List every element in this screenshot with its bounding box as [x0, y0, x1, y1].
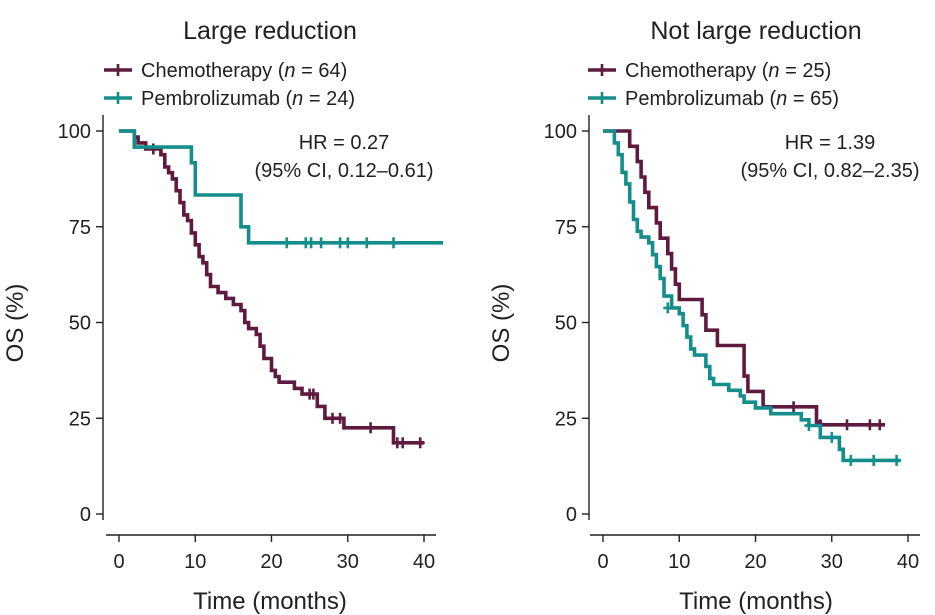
hazard-ratio-ci: (95% CI, 0.12–0.61)	[255, 160, 434, 182]
x-axis-label: Time (months)	[679, 588, 833, 615]
legend-item-pembrolizumab: Pembrolizumab (n = 24)	[104, 88, 355, 110]
censor-mark-chemotherapy	[364, 420, 377, 435]
hazard-ratio: HR = 1.39	[785, 132, 876, 154]
censor-mark-chemotherapy	[864, 417, 876, 432]
x-tick-label: 30	[337, 551, 359, 573]
x-tick-label: 30	[821, 551, 843, 573]
legend: Chemotherapy (n = 25) Pembrolizumab (n =…	[588, 60, 839, 110]
x-tick-label: 0	[113, 551, 124, 573]
hazard-ratio-annotation: HR = 0.27 (95% CI, 0.12–0.61)	[255, 132, 434, 182]
censor-mark-chemotherapy	[147, 142, 160, 156]
x-axis-label: Time (months)	[193, 588, 347, 615]
censor-mark-pembrolizumab	[825, 430, 838, 445]
km-curve-chemotherapy	[119, 129, 424, 445]
legend: Chemotherapy (n = 64) Pembrolizumab (n =…	[104, 60, 355, 110]
y-tick-label: 25	[555, 408, 577, 430]
censor-mark-chemotherapy	[841, 417, 853, 432]
legend-item-chemotherapy: Chemotherapy (n = 64)	[104, 60, 347, 82]
censor-mark-pembrolizumab	[387, 236, 400, 250]
x-tick-label: 40	[897, 551, 919, 573]
panel-title: Large reduction	[183, 17, 357, 45]
hazard-ratio: HR = 0.27	[299, 132, 390, 154]
y-tick-label: 100	[58, 121, 91, 143]
censor-mark-chemotherapy	[873, 417, 886, 432]
censor-mark-chemotherapy	[414, 435, 427, 450]
censor-mark-pembrolizumab	[867, 453, 880, 468]
y-tick-label: 0	[80, 504, 91, 526]
y-axis-label: OS (%)	[488, 284, 515, 363]
y-tick-label: 25	[69, 408, 91, 430]
y-axis-label: OS (%)	[2, 284, 29, 363]
panel-large-reduction: Large reduction Chemotherapy (n = 64) Pe…	[2, 17, 444, 615]
censor-mark-pembrolizumab	[360, 236, 373, 250]
censor-mark-pembrolizumab	[280, 236, 293, 250]
y-tick-label: 75	[555, 217, 577, 239]
censor-mark-pembrolizumab	[890, 453, 903, 468]
panel-title: Not large reduction	[650, 17, 861, 45]
censor-mark-pembrolizumab	[305, 236, 317, 250]
censor-mark-pembrolizumab	[341, 236, 354, 250]
legend-label-chemotherapy: Chemotherapy (n = 25)	[625, 60, 831, 82]
axes: 0 25 50 75 100 0 10 20 30 40	[58, 115, 436, 573]
hazard-ratio-annotation: HR = 1.39 (95% CI, 0.82–2.35)	[741, 132, 920, 182]
km-curve-chemotherapy	[603, 129, 886, 427]
x-tick-label: 20	[260, 551, 282, 573]
censor-mark-chemotherapy	[787, 399, 800, 414]
x-tick-label: 10	[668, 551, 690, 573]
legend-label-pembrolizumab: Pembrolizumab (n = 65)	[625, 88, 839, 110]
y-tick-label: 50	[69, 313, 91, 335]
panel-not-large-reduction: Not large reduction Chemotherapy (n = 25…	[488, 17, 920, 615]
y-tick-label: 50	[555, 313, 577, 335]
legend-label-pembrolizumab: Pembrolizumab (n = 24)	[141, 88, 355, 110]
km-curve-pembrolizumab	[603, 129, 901, 463]
legend-label-chemotherapy: Chemotherapy (n = 64)	[141, 60, 347, 82]
x-tick-label: 20	[744, 551, 766, 573]
censor-mark-chemotherapy	[396, 435, 409, 450]
hazard-ratio-ci: (95% CI, 0.82–2.35)	[741, 160, 920, 182]
x-tick-label: 40	[413, 551, 435, 573]
x-tick-label: 10	[184, 551, 206, 573]
legend-item-pembrolizumab: Pembrolizumab (n = 65)	[588, 88, 839, 110]
survival-curves	[119, 129, 444, 450]
y-tick-label: 75	[69, 217, 91, 239]
censor-mark-pembrolizumab	[334, 236, 346, 250]
axes: 0 25 50 75 100 0 10 20 30 40	[544, 115, 920, 573]
survival-curves	[603, 129, 903, 468]
censor-mark-pembrolizumab	[803, 418, 815, 433]
censor-mark-pembrolizumab	[315, 236, 327, 250]
censor-mark-pembrolizumab	[844, 453, 857, 468]
y-tick-label: 100	[544, 121, 577, 143]
legend-item-chemotherapy: Chemotherapy (n = 25)	[588, 60, 831, 82]
y-tick-label: 0	[566, 504, 577, 526]
km-curve-pembrolizumab	[119, 129, 444, 245]
x-tick-label: 0	[597, 551, 608, 573]
